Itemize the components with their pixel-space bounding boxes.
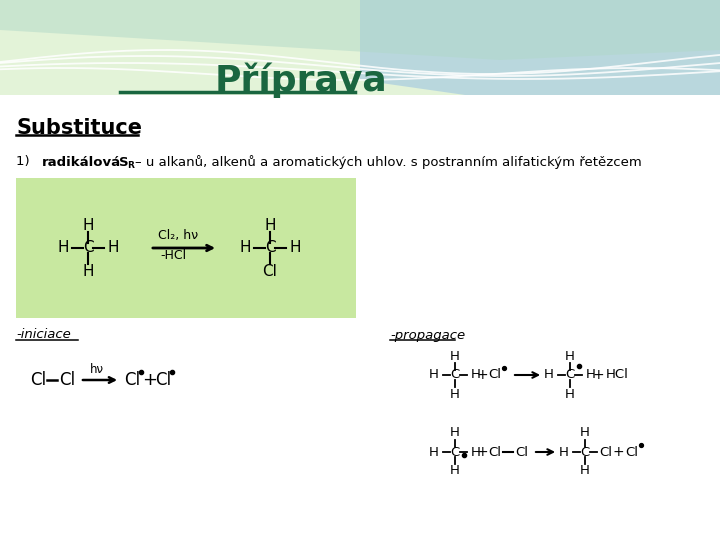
Text: H: H (450, 388, 460, 401)
Text: H: H (565, 388, 575, 401)
Text: C: C (451, 446, 459, 458)
Text: Cl: Cl (30, 371, 46, 389)
Text: H: H (239, 240, 251, 255)
Text: Cl: Cl (516, 446, 528, 458)
Text: H: H (264, 218, 276, 233)
Text: H: H (450, 349, 460, 362)
Text: Cl: Cl (626, 446, 639, 458)
Text: H: H (565, 349, 575, 362)
Text: H: H (82, 264, 94, 279)
Text: H: H (471, 446, 481, 458)
Text: Cl: Cl (59, 371, 75, 389)
Bar (16, 178, 356, 318)
Text: +: + (476, 368, 488, 382)
Text: +: + (476, 445, 488, 459)
Text: +: + (612, 445, 624, 459)
Text: Cl: Cl (488, 368, 502, 381)
Text: H: H (559, 446, 569, 458)
Text: Cl: Cl (155, 371, 171, 389)
Text: C: C (580, 446, 590, 458)
Text: Příprava: Příprava (215, 62, 388, 98)
Text: Substituce: Substituce (16, 118, 142, 138)
Text: H: H (471, 368, 481, 381)
Text: +: + (143, 371, 158, 389)
Text: H: H (450, 464, 460, 477)
Text: – u alkanů, alkenů a aromatických uhlov. s postranním alifatickým řetězcem: – u alkanů, alkenů a aromatických uhlov.… (135, 155, 642, 169)
Text: C: C (265, 240, 275, 255)
Text: H: H (429, 368, 439, 381)
Text: H: H (544, 368, 554, 381)
Text: -iniciace: -iniciace (16, 328, 71, 341)
Text: H: H (586, 368, 596, 381)
Text: 1): 1) (16, 156, 34, 168)
Text: H: H (580, 464, 590, 477)
Polygon shape (0, 0, 720, 60)
Text: H: H (429, 446, 439, 458)
Text: H: H (82, 218, 94, 233)
Bar (0, 95, 720, 540)
Text: -propagace: -propagace (390, 328, 465, 341)
Text: C: C (565, 368, 575, 381)
Text: -HCl: -HCl (160, 249, 186, 262)
Text: H: H (450, 427, 460, 440)
Text: H: H (58, 240, 68, 255)
Text: Cl: Cl (600, 446, 613, 458)
Text: HCl: HCl (606, 368, 629, 381)
Text: C: C (83, 240, 94, 255)
Polygon shape (360, 0, 720, 110)
Text: C: C (451, 368, 459, 381)
Text: Cl₂, hν: Cl₂, hν (158, 229, 198, 242)
Text: H: H (107, 240, 119, 255)
Text: Cl: Cl (488, 446, 502, 458)
Text: H: H (289, 240, 301, 255)
Text: H: H (580, 427, 590, 440)
Text: +: + (592, 368, 604, 382)
Text: Cl: Cl (124, 371, 140, 389)
Text: S: S (119, 156, 129, 168)
Text: R: R (127, 161, 134, 171)
Text: Cl: Cl (263, 264, 277, 279)
Polygon shape (0, 0, 720, 110)
Text: hν: hν (90, 363, 104, 376)
Text: radikálová: radikálová (42, 156, 121, 168)
